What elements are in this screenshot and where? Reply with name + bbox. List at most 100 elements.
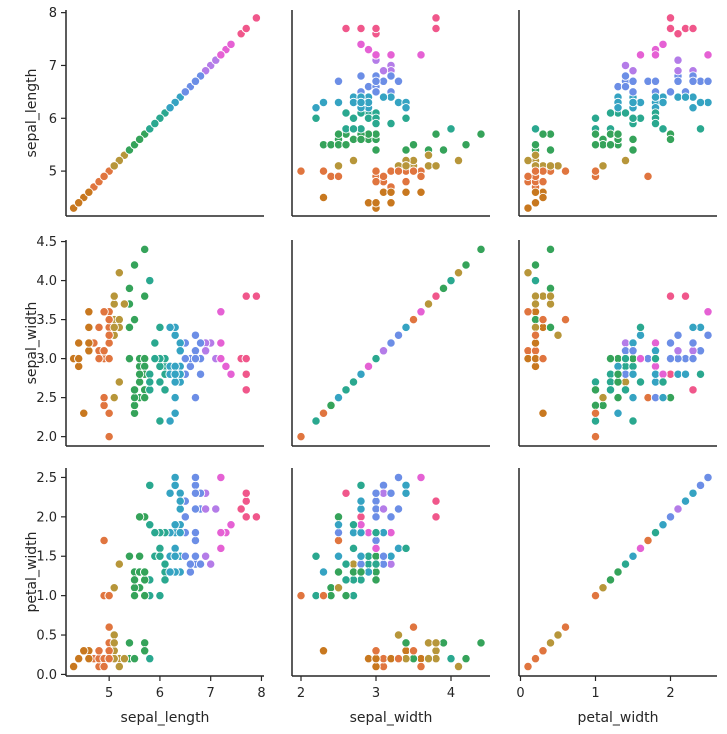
data-point xyxy=(155,322,165,333)
data-point xyxy=(703,330,713,340)
x-tick-label: 4 xyxy=(447,686,455,701)
data-point xyxy=(545,161,556,171)
data-point xyxy=(109,322,119,333)
data-point xyxy=(94,646,104,656)
data-point xyxy=(635,543,646,554)
data-point xyxy=(341,575,351,585)
data-point xyxy=(371,646,381,656)
data-point xyxy=(134,369,145,379)
data-point xyxy=(371,575,381,585)
data-point xyxy=(236,504,246,514)
data-point xyxy=(461,654,471,664)
data-point xyxy=(538,408,548,418)
data-point xyxy=(423,299,434,309)
data-point xyxy=(251,13,262,23)
data-point xyxy=(356,527,366,538)
data-point xyxy=(393,504,404,514)
data-point xyxy=(628,346,638,356)
data-point xyxy=(99,661,109,672)
data-point xyxy=(635,353,646,364)
data-point xyxy=(665,291,676,301)
data-point xyxy=(140,590,150,601)
data-point xyxy=(134,512,145,522)
data-point xyxy=(431,291,441,301)
data-point xyxy=(145,480,155,490)
y-tick-label: 2.5 xyxy=(36,391,57,406)
data-point xyxy=(371,488,381,498)
data-point xyxy=(613,567,623,577)
data-point xyxy=(530,187,541,197)
subplot-sepal_length-vs-sepal_length: 5 6 7 8 xyxy=(49,6,264,217)
data-point xyxy=(109,638,119,648)
data-point xyxy=(530,275,541,286)
data-point xyxy=(114,661,124,672)
data-point xyxy=(140,353,150,364)
data-point xyxy=(431,161,441,171)
data-point xyxy=(129,385,140,395)
data-point xyxy=(74,338,84,348)
data-point xyxy=(104,622,114,632)
data-point xyxy=(635,50,646,60)
data-point xyxy=(523,307,533,317)
data-point xyxy=(99,307,109,317)
data-point xyxy=(530,346,541,356)
data-point xyxy=(438,283,449,294)
data-point xyxy=(620,353,631,364)
data-point xyxy=(590,166,601,176)
data-point xyxy=(251,512,262,522)
data-point xyxy=(408,314,419,325)
data-point xyxy=(119,299,130,309)
data-point xyxy=(386,198,396,208)
data-point xyxy=(129,575,140,585)
data-point xyxy=(658,520,668,530)
data-point xyxy=(613,369,623,379)
data-point xyxy=(190,535,201,546)
data-point xyxy=(170,377,180,387)
y-tick-label: 4.5 xyxy=(36,235,57,250)
data-point xyxy=(431,646,441,656)
data-point xyxy=(119,654,130,664)
x-tick-label: 5 xyxy=(105,686,113,701)
data-point xyxy=(643,171,653,182)
data-point xyxy=(74,361,84,372)
data-point xyxy=(393,166,404,176)
data-point xyxy=(74,198,84,208)
data-point xyxy=(650,92,661,102)
data-point xyxy=(673,55,683,65)
data-point xyxy=(371,166,381,176)
data-point xyxy=(386,512,396,522)
data-point xyxy=(431,129,441,139)
data-point xyxy=(658,377,668,387)
y-tick-label: 1.0 xyxy=(36,589,57,604)
y-axis-label-petal_width: petal_width xyxy=(24,531,40,612)
data-point xyxy=(175,527,185,538)
data-point xyxy=(180,87,190,97)
data-point xyxy=(333,520,344,530)
data-point xyxy=(371,496,381,506)
y-tick-label: 0.5 xyxy=(36,629,57,644)
data-point xyxy=(348,124,359,134)
x-tick-label: 1 xyxy=(591,686,599,701)
data-point xyxy=(378,504,389,514)
data-point xyxy=(170,361,180,372)
data-point xyxy=(104,314,114,325)
data-point xyxy=(408,622,419,632)
data-point xyxy=(326,400,336,411)
data-point xyxy=(530,322,541,333)
subplot-petal_width-vs-sepal_length: 0.0 0.5 1.0 1.5 2.0 2.5 5 6 7 8 xyxy=(36,468,266,701)
data-point xyxy=(348,377,359,387)
data-point xyxy=(605,108,616,118)
data-point xyxy=(416,307,426,317)
data-point xyxy=(104,590,114,601)
data-point xyxy=(124,551,135,561)
data-point xyxy=(461,140,471,150)
data-point xyxy=(703,76,713,86)
data-point xyxy=(628,66,638,76)
data-point xyxy=(545,244,556,255)
data-point xyxy=(109,291,119,301)
data-point xyxy=(423,150,434,160)
data-point xyxy=(530,150,541,160)
data-point xyxy=(590,129,601,139)
data-point xyxy=(356,496,366,506)
data-point xyxy=(79,646,89,656)
